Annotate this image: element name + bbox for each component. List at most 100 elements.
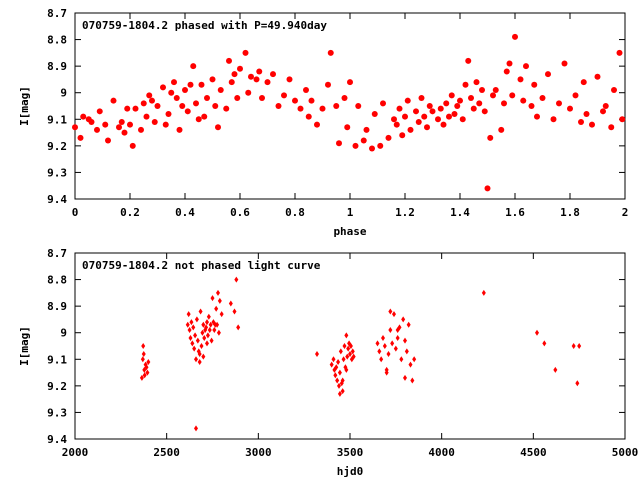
phased-light-curve-panel: 070759-1804.2 phased with P=49.940day ph… (18, 7, 628, 238)
data-point (393, 345, 398, 352)
data-point (396, 105, 403, 112)
data-point (571, 343, 576, 349)
data-point (209, 337, 214, 344)
data-point (207, 327, 212, 334)
data-point (194, 425, 198, 432)
data-point (216, 289, 220, 296)
data-point (127, 121, 133, 128)
data-point (305, 113, 312, 120)
unphased-light-curve-panel: 070759-1804.2 not phased light curve hjd… (18, 247, 638, 478)
data-point (199, 343, 204, 349)
data-point (426, 103, 433, 109)
unphased-plot-title: 070759-1804.2 not phased light curve (82, 259, 321, 272)
data-point (403, 374, 407, 381)
data-point (193, 100, 199, 107)
x-tick-label: 3000 (245, 446, 272, 459)
data-point (437, 105, 444, 112)
x-tick-label: 4000 (428, 446, 455, 459)
data-point (110, 97, 117, 104)
data-point (173, 95, 180, 102)
data-point (77, 134, 84, 141)
x-tick-label: 2500 (153, 446, 180, 459)
data-point (217, 297, 222, 304)
data-point (347, 79, 353, 86)
y-tick-label: 8.7 (47, 247, 67, 260)
data-point (171, 79, 177, 86)
data-point (142, 372, 147, 379)
data-point (380, 100, 386, 107)
data-point (215, 321, 220, 328)
data-point (611, 87, 617, 94)
y-tick-label: 8.9 (47, 300, 67, 313)
data-point (567, 105, 573, 112)
data-point (578, 118, 584, 125)
y-tick-label: 9.4 (47, 193, 67, 206)
data-point (465, 57, 472, 64)
data-point (96, 108, 103, 115)
x-tick-label: 3500 (337, 446, 364, 459)
data-point (363, 126, 370, 133)
data-point (583, 110, 590, 117)
data-point (165, 110, 172, 117)
data-point (160, 84, 166, 91)
data-point (187, 81, 194, 88)
data-point (191, 324, 196, 331)
data-point (140, 100, 147, 107)
data-point (325, 81, 331, 88)
data-point (440, 121, 447, 128)
data-point (179, 103, 186, 109)
data-point (348, 350, 352, 357)
data-point (232, 308, 237, 315)
y-tick-label: 9.2 (47, 140, 67, 153)
data-point (377, 142, 384, 149)
data-point (503, 68, 510, 75)
data-point (344, 124, 351, 131)
data-point (201, 321, 206, 328)
data-point (315, 350, 319, 357)
data-point (369, 145, 375, 152)
data-point (399, 132, 406, 139)
data-point (443, 100, 450, 107)
data-point (259, 95, 265, 102)
data-point (275, 103, 282, 109)
data-point (187, 327, 192, 334)
data-point (146, 92, 153, 99)
data-point (215, 124, 221, 131)
data-point (204, 95, 210, 102)
y-tick-label: 9.1 (47, 113, 67, 126)
data-point (381, 335, 385, 342)
data-point (600, 108, 606, 115)
data-point (206, 313, 211, 320)
data-point (142, 366, 147, 373)
data-point (545, 71, 551, 78)
data-point (520, 97, 527, 104)
data-point (314, 121, 320, 128)
data-point (337, 390, 342, 397)
data-point (139, 374, 144, 381)
data-point (209, 76, 216, 83)
x-tick-label: 1.8 (560, 206, 580, 219)
unphased-data-points (139, 276, 582, 432)
data-point (395, 327, 400, 334)
data-point (308, 97, 315, 104)
data-point (242, 49, 249, 56)
phased-y-axis-label: I[mag] (18, 86, 31, 126)
data-point (602, 103, 609, 109)
data-point (473, 79, 480, 86)
data-point (388, 308, 393, 315)
data-point (352, 142, 359, 149)
data-point (342, 343, 347, 349)
data-point (197, 350, 202, 357)
data-point (217, 87, 224, 94)
data-point (212, 327, 217, 334)
data-point (327, 49, 334, 56)
data-point (184, 108, 191, 115)
data-point (341, 95, 348, 102)
data-point (523, 63, 529, 70)
data-point (388, 327, 393, 334)
y-tick-label: 9.1 (47, 353, 67, 366)
data-point (205, 332, 210, 339)
data-point (151, 118, 158, 125)
data-point (198, 81, 205, 88)
